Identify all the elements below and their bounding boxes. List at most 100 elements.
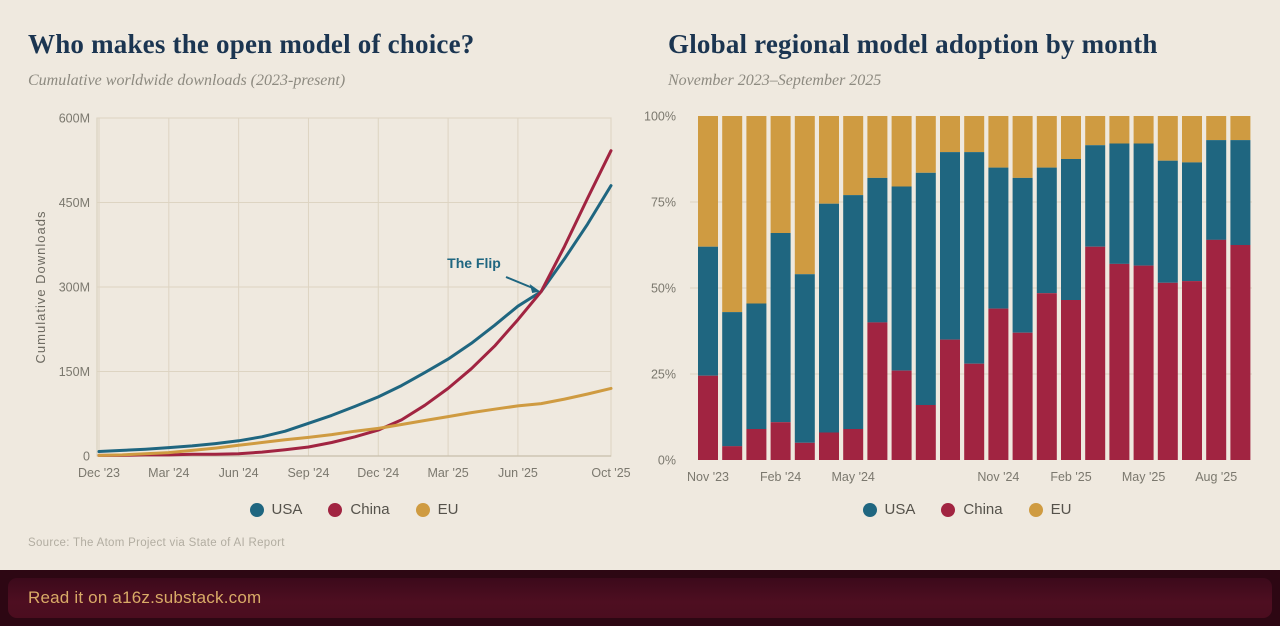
legend-dot-icon [862,502,877,517]
bar-segment-china [1012,332,1033,460]
bar-segment-china [794,442,815,460]
bar-segment-usa [1206,140,1227,240]
x-axis-tick-label: Dec '24 [357,466,399,480]
line-series-usa [97,184,613,453]
bar-segment-eu [915,116,936,173]
source-attribution: Source: The Atom Project via State of AI… [28,537,285,549]
y-axis-tick-label: 75% [651,196,676,210]
bar-segment-usa [794,274,815,443]
bar-segment-usa [843,195,864,429]
x-axis-tick-label: Jun '25 [498,466,538,480]
bar-segment-usa [746,303,767,430]
right-chart-subtitle: November 2023–September 2025 [668,72,882,89]
legend-label: China [963,501,1003,518]
bar-segment-eu [698,116,718,247]
bar-segment-eu [867,116,888,178]
left-chart-legend: USA China EU [97,501,611,518]
bar-segment-usa [698,246,718,376]
bar-segment-china [940,339,960,460]
bar-segment-usa [891,186,912,371]
bar-segment-china [1133,265,1154,460]
annotation-arrow-line [505,276,534,289]
bar-segment-eu [1061,116,1081,159]
x-axis-tick-label: Sep '24 [287,466,329,480]
bar-segment-usa [940,152,960,340]
bar-segment-eu [1109,116,1130,144]
bar-segment-usa [1109,143,1130,264]
legend-label: EU [437,501,459,518]
line-series-eu [97,386,613,457]
x-axis-tick-label: Aug '25 [1195,470,1237,484]
bar-segment-china [722,446,743,460]
bar-segment-china [819,432,839,460]
bar-segment-eu [1157,116,1178,161]
bar-segment-usa [988,167,1009,309]
x-axis-tick-label: Feb '24 [760,470,801,484]
bar-segment-china [1206,239,1227,460]
bar-segment-china [1061,300,1081,460]
y-axis-tick-label: 600M [59,112,90,126]
legend-label: USA [884,501,916,518]
bar-segment-china [915,405,936,460]
bar-segment-eu [819,116,839,204]
bar-segment-usa [1182,162,1202,282]
bar-segment-eu [891,116,912,187]
x-axis-tick-label: Nov '24 [977,470,1019,484]
x-axis-tick-label: Feb '25 [1050,470,1091,484]
bar-segment-eu [770,116,791,233]
bar-segment-eu [794,116,815,275]
annotation-arrow-head [529,284,541,293]
bar-segment-eu [1036,116,1057,168]
legend-item-china: China [941,501,1003,518]
legend-item-usa: USA [249,501,303,518]
legend-item-china: China [328,501,390,518]
legend-dot-icon [249,502,264,517]
legend-dot-icon [415,502,430,517]
bar-segment-usa [1230,140,1251,245]
bar-segment-usa [867,177,888,323]
bar-segment-eu [722,116,743,313]
bar-segment-eu [1133,116,1154,144]
line-chart: 0 150M 300M 450M 600M Dec '23 Mar '24 Jun '24 Se… [33,112,631,481]
bar-segment-usa [819,203,839,433]
bar-segment-china [1230,245,1251,460]
bar-segment-usa [1036,167,1057,294]
bar-segment-china [698,375,718,460]
y-axis-title: Cumulative Downloads [33,211,48,364]
left-chart-subtitle: Cumulative worldwide downloads (2023-pre… [28,72,346,89]
bar-segment-eu [746,116,767,304]
bar-segment-usa [915,172,936,405]
footer-link-text[interactable]: Read it on a16z.substack.com [28,588,262,607]
legend-label: EU [1050,501,1072,518]
legend-item-usa: USA [862,501,916,518]
bar-segment-eu [964,116,985,153]
bar-segment-china [843,429,864,460]
stacked-bar-chart: 0% 25% 50% 75% 100% Nov '23 Feb '24 May '24 Nov … [644,110,1252,484]
legend-dot-icon [941,502,956,517]
legend-item-eu: EU [1028,501,1072,518]
bar-segment-eu [1012,116,1033,178]
bar-segment-usa [722,312,743,447]
x-axis-tick-label: Oct '25 [591,466,630,480]
bar-segment-usa [1012,177,1033,333]
y-axis-tick-label: 25% [651,368,676,382]
bar-segment-usa [1133,143,1154,266]
x-axis-tick-label: Dec '23 [78,466,120,480]
bar-segment-eu [1230,116,1251,141]
legend-label: USA [271,501,303,518]
bar-segment-china [746,429,767,460]
footer-banner: Read it on a16z.substack.com [0,570,1280,626]
bar-segment-china [1085,246,1106,460]
annotation-the-flip: The Flip [447,255,501,271]
legend-dot-icon [328,502,343,517]
right-chart-title: Global regional model adoption by month [668,29,1158,59]
line-series-china [97,149,613,457]
bar-segment-eu [1085,116,1106,146]
bar-segment-china [867,322,888,460]
x-axis-tick-label: Jun '24 [219,466,259,480]
right-chart-legend: USA China EU [681,501,1253,518]
y-axis-tick-label: 0 [83,450,90,464]
legend-item-eu: EU [415,501,459,518]
y-axis-tick-label: 0% [658,454,676,468]
